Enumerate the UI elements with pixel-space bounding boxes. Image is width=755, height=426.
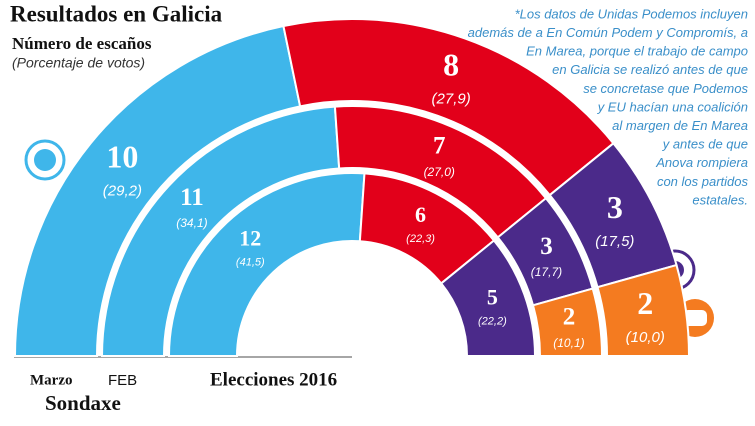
pollster: Sondaxe [45, 391, 121, 415]
pct-label: (10,0) [626, 329, 665, 346]
pct-label: (27,9) [432, 90, 471, 107]
annotation: En Marea, porque el trabajo de campo [526, 44, 748, 59]
seat-label: 3 [540, 233, 553, 260]
annotation: *Los datos de Unidas Podemos incluyen [515, 6, 748, 21]
annotation: al margen de En Marea [612, 118, 748, 133]
seat-label: 12 [239, 226, 261, 251]
subtitle: Número de escaños [12, 34, 152, 53]
pct-label: (29,2) [103, 183, 142, 200]
seat-segment [167, 172, 366, 357]
seat-label: 2 [637, 285, 653, 321]
pct-label: (41,5) [236, 256, 265, 268]
pct-label: (27,0) [424, 165, 455, 179]
pct-label: (34,1) [176, 216, 207, 230]
seat-label: 8 [443, 46, 459, 82]
seat-label: 7 [433, 133, 446, 160]
pct-label: (17,5) [595, 233, 634, 250]
seat-label: 6 [415, 202, 426, 227]
annotation: y antes de que [662, 137, 748, 152]
seat-label: 3 [607, 189, 623, 225]
annotation: se concretase que Podemos [583, 81, 748, 96]
seat-label: 2 [563, 304, 576, 331]
chart-title: Resultados en Galicia [10, 1, 223, 26]
annotation: estatales. [692, 192, 748, 207]
ring-label: Marzo [30, 372, 72, 388]
seat-segment [439, 239, 537, 357]
pct-label: (22,2) [478, 315, 507, 327]
seat-segment [596, 263, 691, 357]
annotation: Anova rompiera [655, 155, 748, 170]
pp-logo-dot [34, 149, 56, 171]
ring-label: FEB [108, 372, 137, 389]
ring-label: Elecciones 2016 [210, 369, 337, 390]
pct-label: (17,7) [531, 265, 562, 279]
note: (Porcentaje de votos) [12, 55, 145, 71]
annotation: con los partidos [657, 174, 749, 189]
annotation: además de a En Común Podem y Compromís, … [468, 25, 748, 40]
seat-label: 10 [106, 139, 138, 175]
pct-label: (22,3) [406, 233, 435, 245]
pct-label: (10,1) [553, 336, 584, 350]
annotation: y EU hacían una coalición [597, 99, 748, 114]
seat-label: 11 [180, 184, 204, 211]
annotation: en Galicia se realizó antes de que [552, 62, 748, 77]
seat-segment [531, 287, 604, 357]
seat-label: 5 [487, 285, 498, 310]
cs-logo-box [683, 310, 707, 326]
